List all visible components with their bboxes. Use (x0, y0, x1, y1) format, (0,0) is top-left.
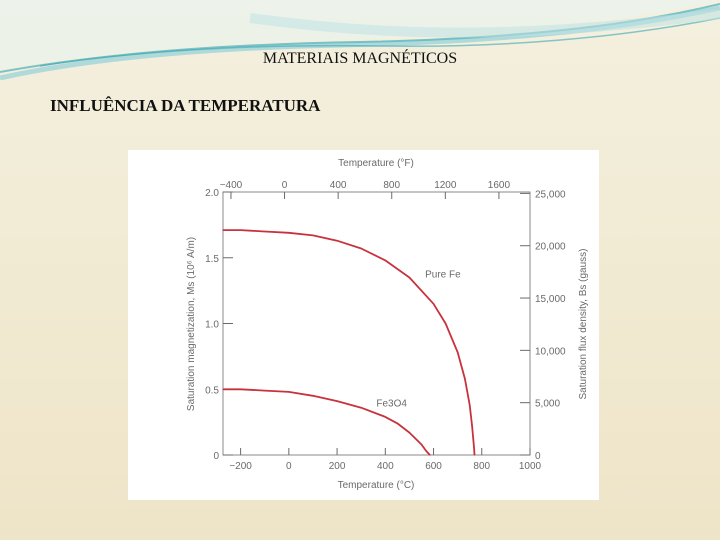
data-point (473, 447, 475, 450)
data-point (408, 276, 411, 279)
x-top-tick-label: −400 (220, 180, 243, 191)
x-tick-label: −200 (229, 461, 252, 472)
data-point (425, 450, 427, 452)
y-right-tick-label: 0 (535, 451, 541, 462)
y-axis-label-right: Saturation flux density, Bs (gauss) (578, 249, 589, 400)
x-top-tick-label: 400 (330, 180, 347, 191)
data-point (473, 454, 476, 456)
x-tick-label: 800 (473, 461, 490, 472)
slide-subtitle: INFLUÊNCIA DA TEMPERATURA (50, 96, 321, 115)
data-point (396, 422, 398, 425)
data-point (432, 303, 435, 305)
y-tick-label: 0.5 (205, 385, 219, 396)
y-right-tick-label: 5,000 (535, 399, 560, 410)
x-top-tick-label: 1600 (488, 180, 511, 191)
x-top-tick-label: 0 (282, 180, 288, 191)
data-point (288, 391, 290, 393)
data-point (264, 230, 266, 233)
series-line-pure-fe (223, 229, 476, 456)
data-point (222, 388, 224, 390)
x-axis-label-top: Temperature (°F) (338, 158, 414, 169)
data-point (336, 400, 338, 402)
data-point (464, 378, 466, 380)
x-axis-label-bottom: Temperature (°C) (338, 480, 415, 491)
data-point (360, 407, 362, 409)
y-axis-label-left: Saturation magnetization, Ms (10⁶ A/m) (186, 237, 197, 411)
chart-panel: −200 0 200 400 600 800 1000 −400 0 400 800 1200 160… (128, 150, 599, 500)
data-point (240, 388, 242, 390)
x-tick-label: 400 (377, 461, 394, 472)
data-point (444, 322, 447, 325)
data-point (384, 416, 386, 418)
data-point (469, 404, 471, 406)
data-point (457, 351, 459, 354)
y-right-tick-label: 25,000 (535, 189, 566, 200)
data-point (429, 454, 431, 456)
data-point (222, 229, 224, 231)
data-point (240, 229, 242, 231)
data-point (336, 240, 338, 242)
data-point (360, 247, 362, 250)
x-tick-label: 0 (286, 461, 292, 472)
x-tick-label: 600 (425, 461, 442, 472)
y-tick-label: 2.0 (205, 188, 219, 199)
x-top-tick-label: 1200 (434, 180, 457, 191)
y-right-tick-label: 20,000 (535, 242, 566, 253)
data-point (408, 432, 411, 434)
data-point (384, 259, 386, 261)
y-tick-label: 1.5 (205, 254, 219, 265)
data-point (420, 443, 423, 446)
data-point (312, 234, 314, 236)
y-tick-label: 1.0 (205, 320, 219, 331)
x-tick-label: 200 (329, 461, 346, 472)
data-point (312, 395, 314, 397)
y-tick-label: 0 (213, 451, 219, 462)
series-label-fe3o4: Fe3O4 (376, 398, 407, 409)
x-tick-label: 1000 (519, 461, 542, 472)
y-right-tick-label: 10,000 (535, 346, 566, 357)
decorative-wave-banner (0, 0, 720, 80)
y-right-tick-label: 15,000 (535, 294, 566, 305)
data-point (288, 232, 290, 234)
magnetization-temperature-chart: −200 0 200 400 600 800 1000 −400 0 400 800 1200 160… (186, 158, 589, 491)
x-top-tick-label: 800 (383, 180, 400, 191)
slide-title: MATERIAIS MAGNÉTICOS (262, 50, 458, 67)
data-point (471, 425, 473, 427)
data-point (264, 389, 266, 392)
series-label-pure-fe: Pure Fe (425, 269, 461, 280)
